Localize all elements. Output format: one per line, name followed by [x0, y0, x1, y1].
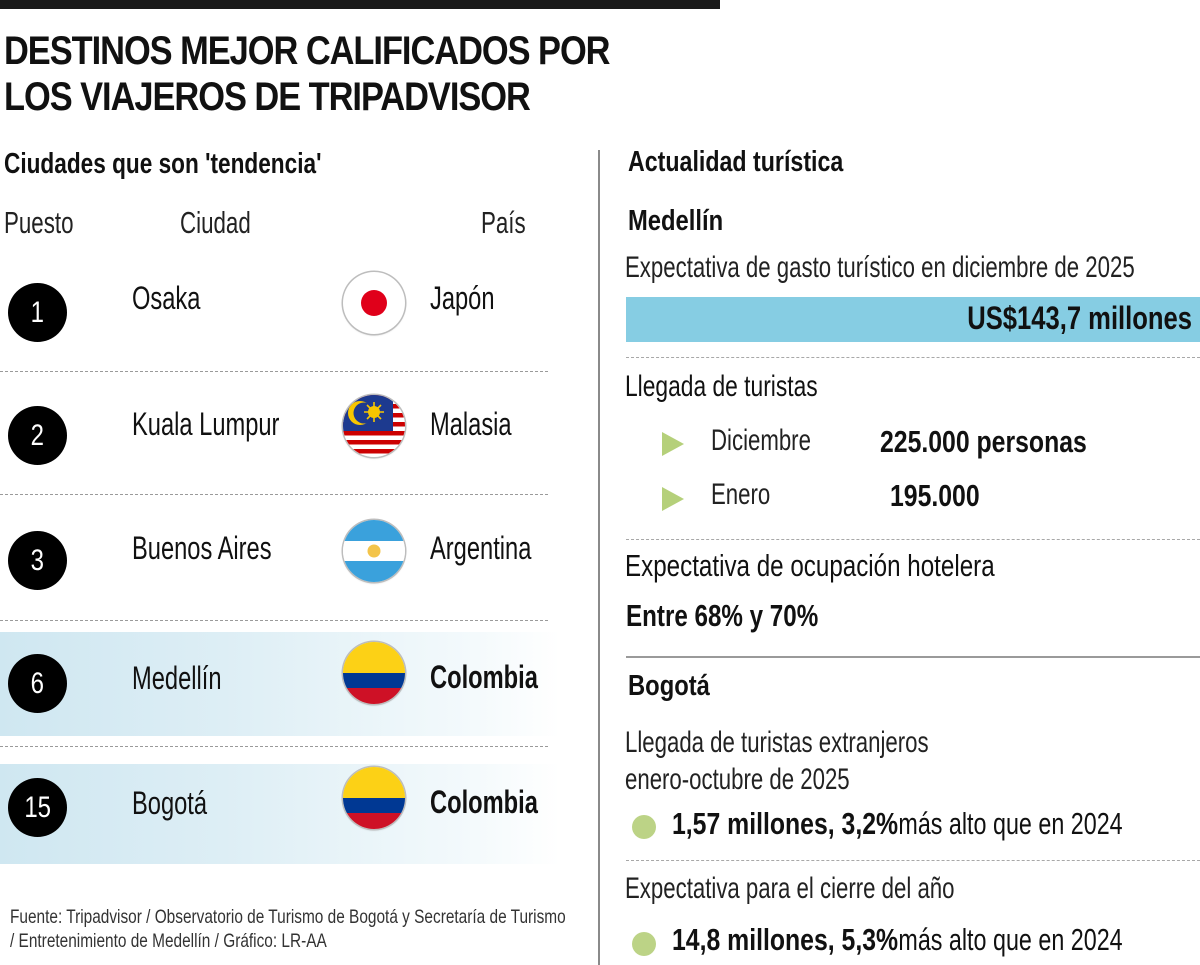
source-line-1: Fuente: Tripadvisor / Observatorio de Tu…	[10, 906, 566, 928]
section-divider	[626, 860, 1200, 861]
bogota-heading: Bogotá	[628, 670, 710, 702]
rank-badge: 1	[8, 283, 67, 342]
ranking-heading: Ciudades que son 'tendencia'	[4, 148, 322, 180]
arrival-value: 195.000	[890, 478, 980, 513]
column-divider	[598, 150, 600, 965]
close-value: 14,8 millones, 5,3% más alto que en 2024	[672, 922, 1137, 958]
country-name: Colombia	[430, 659, 538, 695]
row-divider	[0, 746, 548, 747]
source-note: Fuente: Tripadvisor / Observatorio de Tu…	[10, 905, 566, 953]
top-rule	[0, 0, 720, 9]
column-header-city: Ciudad	[180, 205, 251, 240]
city-name: Buenos Aires	[132, 530, 272, 566]
row-divider	[0, 371, 548, 372]
spend-bar	[626, 297, 1200, 342]
page-title: DESTINOS MEJOR CALIFICADOS POR LOS VIAJE…	[4, 28, 611, 120]
country-name: Argentina	[430, 530, 532, 566]
hotel-value: Entre 68% y 70%	[626, 598, 819, 633]
source-line-2: / Entretenimiento de Medellín / Gráfico:…	[10, 930, 327, 952]
foreign-label-2: enero-octubre de 2025	[625, 763, 850, 796]
japan-flag-icon	[343, 272, 405, 334]
country-name: Colombia	[430, 784, 538, 820]
section-divider	[626, 539, 1200, 540]
close-value-rest: más alto que en 2024	[898, 922, 1123, 957]
city-name: Kuala Lumpur	[132, 406, 280, 442]
ranking-row-15: 15 Bogotá Colombia	[0, 764, 560, 864]
ranking-row-6: 6 Medellín Colombia	[0, 632, 560, 736]
country-name: Malasia	[430, 406, 512, 442]
foreign-value-rest: más alto que en 2024	[898, 806, 1123, 841]
city-name: Bogotá	[132, 785, 208, 821]
city-divider	[626, 656, 1200, 658]
colombia-flag-icon	[343, 767, 405, 829]
arrival-value: 225.000 personas	[880, 424, 1087, 459]
row-divider	[0, 620, 548, 621]
ranking-row-3: 3 Buenos Aires Argentina	[0, 500, 560, 604]
actualidad-heading: Actualidad turística	[628, 146, 844, 178]
triangle-bullet-icon	[662, 432, 684, 456]
city-name: Medellín	[132, 660, 222, 696]
country-name: Japón	[430, 280, 495, 316]
ranking-row-1: 1 Osaka Japón	[0, 250, 560, 354]
title-line-2: LOS VIAJEROS DE TRIPADVISOR	[4, 75, 531, 119]
column-header-country: País	[481, 205, 526, 240]
arrivals-label: Llegada de turistas	[625, 370, 818, 403]
close-value-bold: 14,8 millones, 5,3%	[672, 922, 899, 957]
ranking-row-2: 2 Kuala Lumpur Malasia	[0, 376, 560, 480]
rank-badge: 2	[8, 406, 67, 465]
hotel-label: Expectativa de ocupación hotelera	[625, 548, 995, 583]
rank-badge: 3	[8, 531, 67, 590]
title-line-1: DESTINOS MEJOR CALIFICADOS POR	[4, 29, 611, 73]
foreign-value: 1,57 millones, 3,2% más alto que en 2024	[672, 806, 1137, 842]
foreign-value-bold: 1,57 millones, 3,2%	[672, 806, 899, 841]
row-divider	[0, 494, 548, 495]
arrival-month: Enero	[711, 478, 771, 511]
spend-label: Expectativa de gasto turístico en diciem…	[625, 251, 1135, 284]
section-divider	[626, 357, 1200, 358]
circle-bullet-icon	[632, 932, 656, 956]
circle-bullet-icon	[632, 815, 656, 839]
city-name: Osaka	[132, 280, 201, 316]
malaysia-flag-icon	[343, 395, 405, 457]
rank-badge: 6	[8, 654, 67, 713]
spend-value: US$143,7 millones	[967, 300, 1192, 336]
arrival-month: Diciembre	[711, 424, 811, 457]
argentina-flag-icon	[343, 520, 405, 582]
foreign-label-1: Llegada de turistas extranjeros	[625, 726, 929, 759]
rank-badge: 15	[8, 778, 67, 837]
column-header-rank: Puesto	[4, 205, 74, 240]
close-label: Expectativa para el cierre del año	[625, 872, 955, 905]
triangle-bullet-icon	[662, 487, 684, 511]
medellin-heading: Medellín	[628, 205, 724, 237]
colombia-flag-icon	[343, 642, 405, 704]
